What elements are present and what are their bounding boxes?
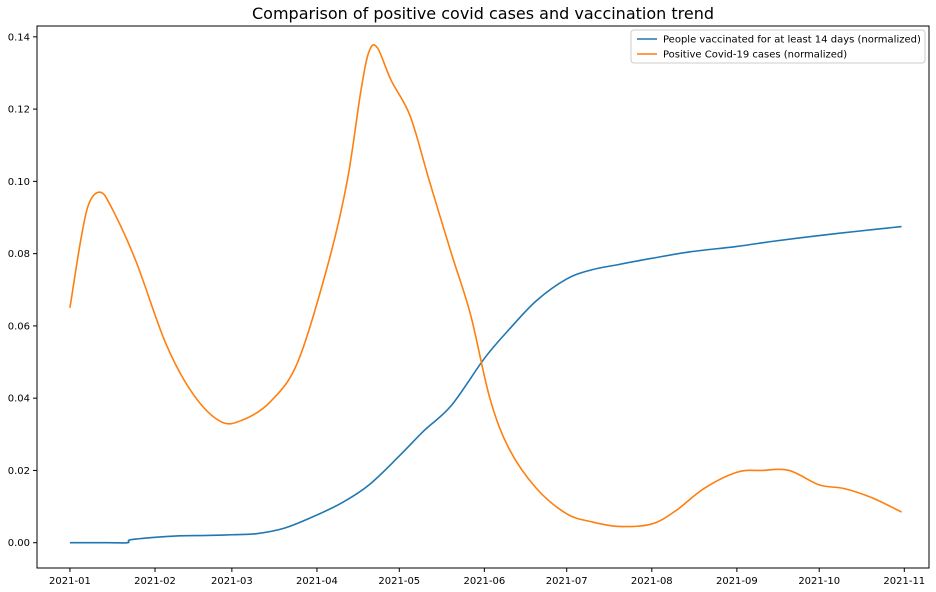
- y-tick-label: 0.10: [8, 177, 30, 188]
- x-tick-label: 2021-10: [798, 576, 840, 587]
- y-tick-label: 0.12: [8, 105, 30, 116]
- legend-item-positive-cases: Positive Covid-19 cases (normalized): [663, 50, 847, 61]
- x-tick-label: 2021-05: [378, 576, 420, 587]
- y-tick-label: 0.14: [8, 32, 30, 43]
- x-axis: 2021-01 2021-02 2021-03 2021-04 2021-05 2021-…: [49, 568, 925, 587]
- x-tick-label: 2021-03: [211, 576, 253, 587]
- x-tick-label: 2021-04: [296, 576, 338, 587]
- legend-box: [630, 29, 926, 64]
- legend: People vaccinated for at least 14 days (…: [630, 29, 926, 64]
- x-tick-label: 2021-07: [546, 576, 588, 587]
- y-tick-label: 0.02: [8, 466, 30, 477]
- y-tick-label: 0.00: [8, 538, 30, 549]
- vaccinated-series-line: [69, 225, 902, 544]
- y-tick-label: 0.08: [8, 249, 30, 260]
- chart-title: Comparison of positive covid cases and v…: [252, 4, 714, 23]
- x-tick-label: 2021-01: [49, 576, 91, 587]
- x-tick-label: 2021-11: [883, 576, 925, 587]
- plot-area-frame: [36, 25, 930, 569]
- legend-item-vaccinated: People vaccinated for at least 14 days (…: [663, 35, 921, 46]
- y-axis: 0.00 0.02 0.04 0.06 0.08 0.10 0.12 0.14: [8, 32, 37, 549]
- y-tick-label: 0.06: [8, 321, 30, 332]
- x-tick-label: 2021-02: [134, 576, 176, 587]
- x-tick-label: 2021-09: [716, 576, 758, 587]
- positive-cases-series-line: [69, 44, 902, 528]
- x-tick-label: 2021-08: [631, 576, 673, 587]
- series-layer: [69, 44, 902, 544]
- y-tick-label: 0.04: [8, 394, 30, 405]
- x-tick-label: 2021-06: [463, 576, 505, 587]
